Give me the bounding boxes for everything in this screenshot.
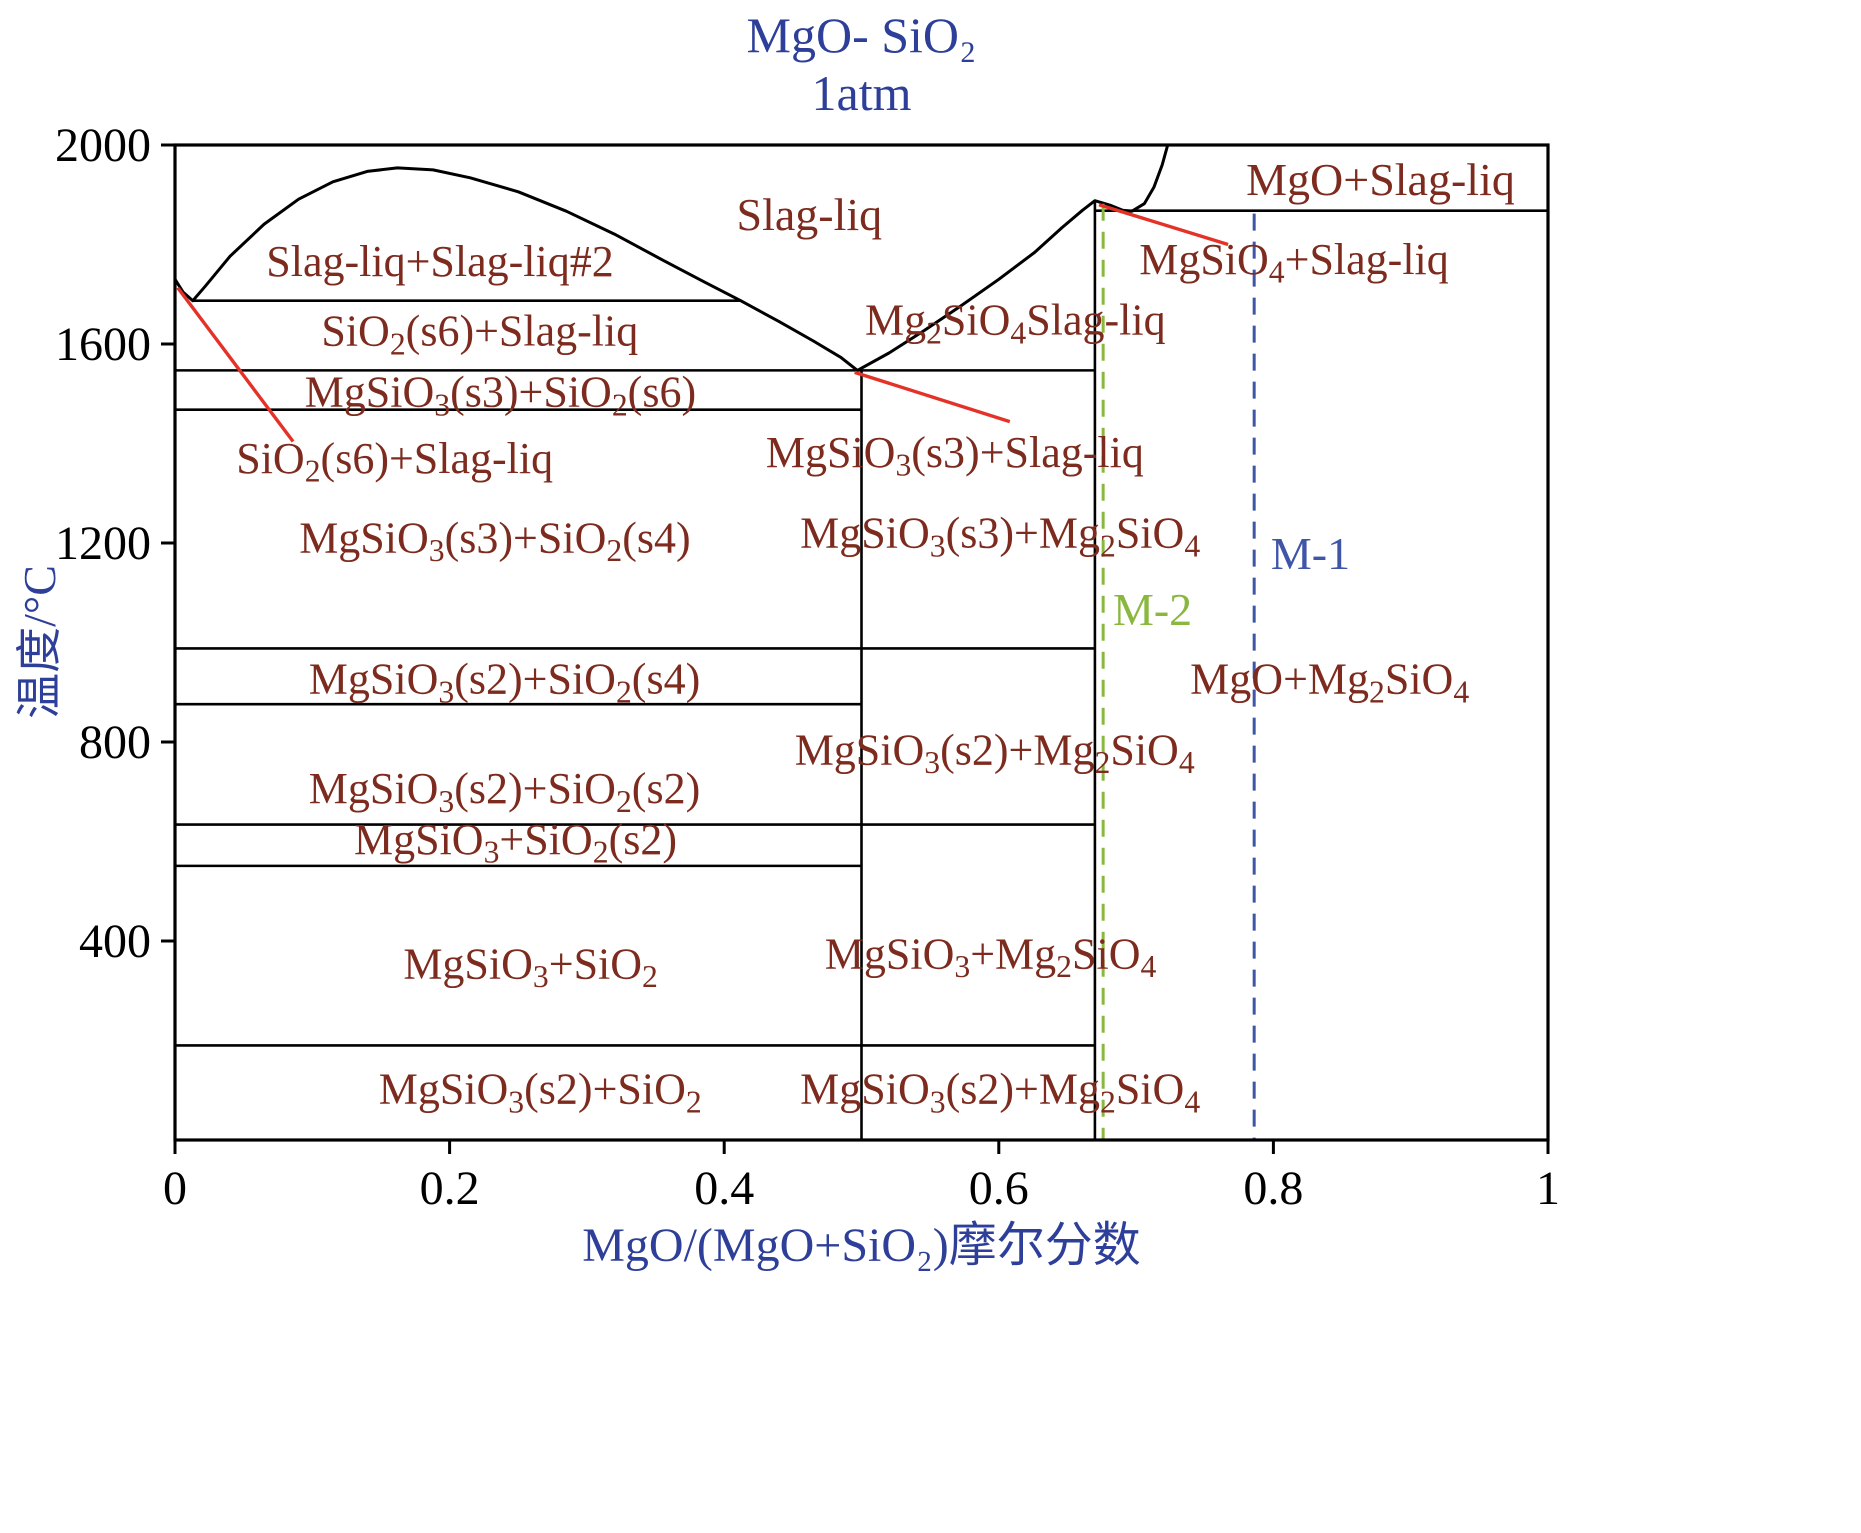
region-label: MgSiO3(s2)+SiO2 bbox=[379, 1065, 702, 1120]
region-label: SiO2(s6)+Slag-liq bbox=[321, 306, 638, 361]
region-label: MgSiO3(s3)+SiO2(s6) bbox=[305, 368, 696, 423]
region-label: MgSiO3+Mg2SiO4 bbox=[825, 929, 1157, 984]
plot-frame bbox=[173, 143, 1550, 1142]
region-label: MgO+Mg2SiO4 bbox=[1190, 655, 1469, 710]
region-label: MgO+Slag-liq bbox=[1246, 154, 1515, 205]
y-tick-label: 1200 bbox=[55, 517, 151, 570]
leader-line bbox=[854, 370, 1011, 424]
region-label: MgSiO3(s2)+SiO2(s4) bbox=[309, 655, 700, 710]
x-tick-label: 0.2 bbox=[420, 1162, 480, 1215]
x-tick-label: 0.8 bbox=[1243, 1162, 1303, 1215]
region-label: Slag-liq+Slag-liq#2 bbox=[266, 237, 613, 286]
region-label: MgSiO3(s2)+Mg2SiO4 bbox=[800, 1065, 1200, 1120]
region-label: MgSiO3(s2)+Mg2SiO4 bbox=[795, 725, 1195, 780]
y-axis-label: 温度/°C bbox=[14, 565, 65, 719]
region-label: MgSiO3(s2)+SiO2(s2) bbox=[309, 764, 700, 819]
region-label: M-1 bbox=[1271, 528, 1350, 579]
region-label: MgSiO4+Slag-liq bbox=[1139, 235, 1449, 290]
x-tick-label: 0.6 bbox=[969, 1162, 1029, 1215]
region-label: MgSiO3(s3)+SiO2(s4) bbox=[299, 513, 690, 568]
region-label: Slag-liq bbox=[736, 189, 882, 240]
liquidus-right bbox=[855, 143, 1170, 372]
chart-title: MgO- SiO₂ bbox=[746, 7, 977, 63]
chart-subtitle: 1atm bbox=[811, 65, 912, 121]
x-tick-label: 1 bbox=[1536, 1162, 1560, 1215]
leader-line bbox=[176, 286, 295, 443]
leader-line bbox=[1098, 203, 1229, 247]
x-tick-label: 0 bbox=[163, 1162, 187, 1215]
region-label: M-2 bbox=[1113, 584, 1192, 635]
x-tick-label: 0.4 bbox=[694, 1162, 754, 1215]
liquidus-left-and-miscibility-dome bbox=[173, 166, 859, 372]
y-tick-label: 2000 bbox=[55, 119, 151, 172]
x-axis-label: MgO/(MgO+SiO₂)摩尔分数 bbox=[582, 1219, 1141, 1272]
y-tick-label: 800 bbox=[79, 716, 151, 769]
region-label: MgSiO3+SiO2 bbox=[403, 939, 658, 994]
y-tick-label: 400 bbox=[79, 915, 151, 968]
region-label: MgSiO3(s3)+Slag-liq bbox=[766, 428, 1144, 483]
region-label: MgSiO3(s3)+Mg2SiO4 bbox=[800, 508, 1200, 563]
region-label: MgSiO3+SiO2(s2) bbox=[354, 815, 677, 870]
region-label: Mg2SiO4Slag-liq bbox=[865, 296, 1166, 351]
region-label: SiO2(s6)+Slag-liq bbox=[236, 434, 553, 489]
y-tick-label: 1600 bbox=[55, 318, 151, 371]
